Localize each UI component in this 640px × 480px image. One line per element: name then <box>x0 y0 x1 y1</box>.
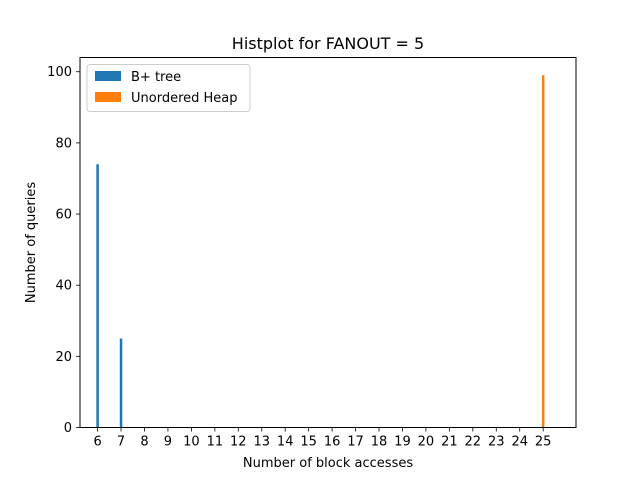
y-tick-label-60: 60 <box>55 208 72 223</box>
bar-unordered-heap-25 <box>541 75 545 428</box>
x-tick-label-15: 15 <box>300 435 317 450</box>
x-tick-label-13: 13 <box>253 435 270 450</box>
x-tick-label-11: 11 <box>207 435 224 450</box>
y-axis: 0 20 40 60 80 100 <box>47 65 80 436</box>
y-tick-label-80: 80 <box>55 136 72 151</box>
x-tick-label-6: 6 <box>93 435 101 450</box>
legend: B+ tree Unordered Heap <box>86 64 251 112</box>
x-axis-label: Number of block accesses <box>243 456 413 471</box>
bar-bplus-tree-6 <box>96 164 99 428</box>
x-tick-label-25: 25 <box>535 435 552 450</box>
x-tick-label-19: 19 <box>394 435 411 450</box>
x-tick-label-17: 17 <box>347 435 364 450</box>
x-axis: 6 7 8 9 10 11 12 13 14 15 16 17 18 19 20 21 22 23 24 25 <box>93 427 552 450</box>
x-tick-label-10: 10 <box>183 435 200 450</box>
y-tick-label-0: 0 <box>64 421 72 436</box>
x-tick-label-23: 23 <box>488 435 505 450</box>
legend-label-bplus-tree: B+ tree <box>131 70 181 85</box>
plot-frame <box>79 57 577 428</box>
y-tick-label-100: 100 <box>47 65 72 80</box>
y-tick-label-40: 40 <box>55 279 72 294</box>
x-tick-label-9: 9 <box>164 435 172 450</box>
legend-swatch-unordered-heap <box>95 92 121 102</box>
x-tick-label-7: 7 <box>117 435 125 450</box>
x-tick-label-14: 14 <box>277 435 294 450</box>
x-tick-label-22: 22 <box>465 435 482 450</box>
legend-frame <box>86 64 251 112</box>
y-axis-label: Number of queries <box>24 182 39 303</box>
legend-swatch-bplus-tree <box>95 71 121 81</box>
x-tick-label-20: 20 <box>418 435 435 450</box>
y-tick-label-20: 20 <box>55 350 72 365</box>
chart-title: Histplot for FANOUT = 5 <box>232 34 424 53</box>
x-tick-label-21: 21 <box>441 435 458 450</box>
bars-layer <box>96 75 545 428</box>
x-tick-label-18: 18 <box>371 435 388 450</box>
x-tick-label-24: 24 <box>511 435 528 450</box>
x-tick-label-16: 16 <box>324 435 341 450</box>
x-tick-label-12: 12 <box>230 435 247 450</box>
x-tick-label-8: 8 <box>140 435 148 450</box>
bar-bplus-tree-7 <box>119 338 123 428</box>
legend-label-unordered-heap: Unordered Heap <box>131 91 238 106</box>
